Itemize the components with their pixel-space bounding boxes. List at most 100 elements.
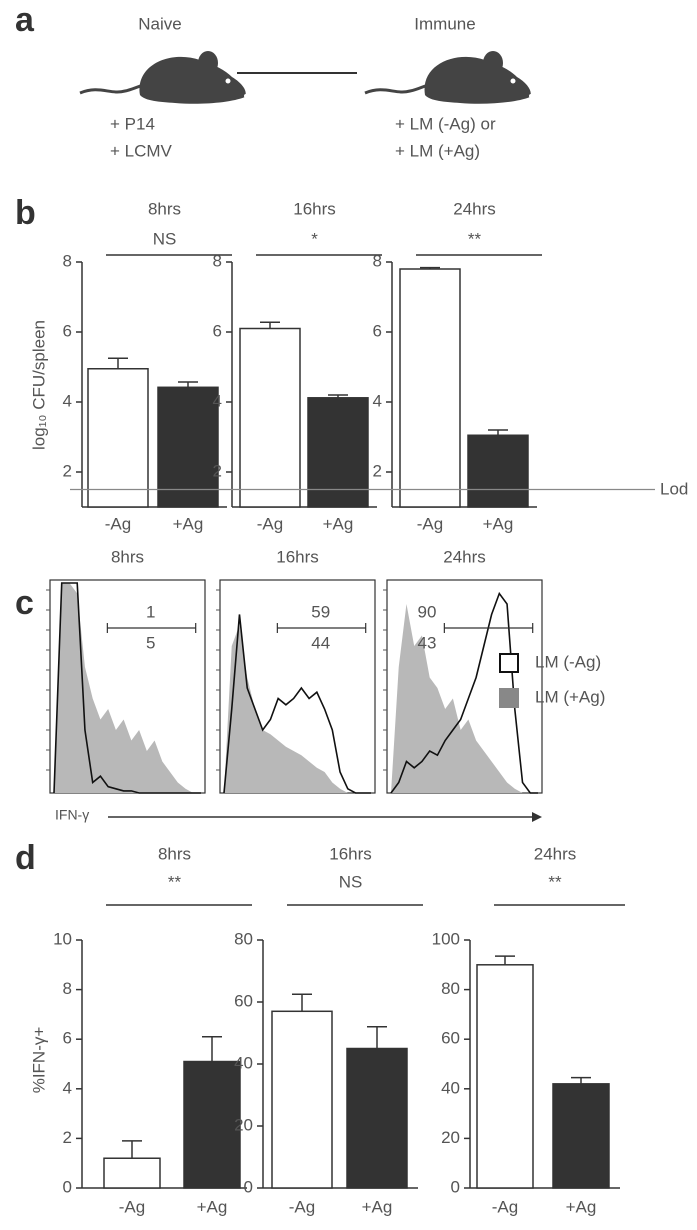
- x-tick-label: -Ag: [417, 514, 443, 533]
- bar: [399, 268, 461, 508]
- mouse-icon: [363, 49, 535, 106]
- x-tick-label: +Ag: [483, 514, 514, 533]
- chart-title: 8hrs: [111, 547, 144, 566]
- legend-swatch: [499, 653, 519, 673]
- treatment: + P14: [110, 114, 155, 133]
- bar: [346, 1047, 408, 1189]
- y-tick-label: 6: [63, 1029, 72, 1048]
- chart-title: 8hrs: [158, 844, 191, 863]
- y-tick-label: 0: [244, 1177, 253, 1196]
- histogram-line: [223, 614, 371, 794]
- x-tick-label: +Ag: [362, 1197, 393, 1216]
- y-tick-label: 100: [432, 929, 460, 948]
- y-tick-label: 8: [63, 251, 72, 270]
- panel-label: b: [15, 194, 36, 232]
- y-tick-label: 0: [63, 1177, 72, 1196]
- gate-value: 5: [146, 633, 155, 652]
- chart-title: 24hrs: [443, 547, 486, 566]
- y-axis-label: log₁₀ CFU/spleen: [29, 320, 48, 450]
- bar: [476, 964, 534, 1189]
- chart-title: 8hrs: [148, 199, 181, 218]
- chart-title: 24hrs: [534, 844, 577, 863]
- treatment: + LM (+Ag): [395, 141, 480, 160]
- y-tick-label: 40: [441, 1078, 460, 1097]
- y-tick-label: 6: [63, 321, 72, 340]
- significance: **: [468, 229, 482, 248]
- lod-label: Lod: [660, 479, 688, 498]
- y-tick-label: 20: [441, 1128, 460, 1147]
- x-tick-label: -Ag: [105, 514, 131, 533]
- bar: [271, 1010, 333, 1189]
- y-tick-label: 4: [373, 391, 382, 410]
- bar: [239, 327, 301, 508]
- x-tick-label: +Ag: [566, 1197, 597, 1216]
- histogram-area: [224, 625, 371, 793]
- histogram-line: [53, 582, 201, 794]
- chart-title: 16hrs: [276, 547, 319, 566]
- treatment: + LM (-Ag) or: [395, 114, 496, 133]
- y-tick-label: 4: [63, 391, 72, 410]
- significance: **: [548, 872, 562, 891]
- histogram-area: [54, 583, 201, 793]
- x-tick-label: -Ag: [257, 514, 283, 533]
- legend-label: LM (-Ag): [535, 652, 601, 671]
- x-tick-label: -Ag: [492, 1197, 518, 1216]
- panel-label: a: [15, 1, 35, 39]
- group-title: Naive: [138, 14, 181, 33]
- significance: NS: [339, 872, 363, 891]
- gate-value: 59: [311, 602, 330, 621]
- y-tick-label: 80: [441, 979, 460, 998]
- x-tick-label: +Ag: [173, 514, 204, 533]
- y-tick-label: 40: [234, 1053, 253, 1072]
- y-tick-label: 2: [373, 461, 382, 480]
- bar: [183, 1060, 241, 1189]
- bar: [157, 386, 219, 508]
- y-tick-label: 60: [441, 1029, 460, 1048]
- y-tick-label: 20: [234, 1115, 253, 1134]
- legend-label: LM (+Ag): [535, 687, 605, 706]
- y-tick-label: 4: [63, 1078, 72, 1097]
- panel-label: c: [15, 584, 34, 622]
- bar: [552, 1083, 610, 1189]
- y-tick-label: 10: [53, 929, 72, 948]
- legend-swatch: [499, 688, 519, 708]
- x-tick-label: -Ag: [119, 1197, 145, 1216]
- y-tick-label: 8: [213, 251, 222, 270]
- y-tick-label: 2: [213, 461, 222, 480]
- y-tick-label: 6: [213, 321, 222, 340]
- arrow-head: [532, 812, 542, 822]
- treatment: + LCMV: [110, 141, 173, 160]
- gate-value: 43: [418, 633, 437, 652]
- x-axis-label: IFN-γ: [55, 807, 89, 823]
- gate-value: 44: [311, 633, 330, 652]
- y-tick-label: 4: [213, 391, 222, 410]
- histogram-area: [391, 604, 538, 793]
- group-title: Immune: [414, 14, 475, 33]
- panel-label: d: [15, 839, 36, 877]
- mouse-icon: [78, 49, 250, 106]
- x-tick-label: +Ag: [197, 1197, 228, 1216]
- chart-title: 24hrs: [453, 199, 496, 218]
- gate-value: 1: [146, 602, 155, 621]
- y-tick-label: 8: [63, 979, 72, 998]
- y-tick-label: 80: [234, 929, 253, 948]
- y-tick-label: 6: [373, 321, 382, 340]
- significance: *: [311, 229, 318, 248]
- bar: [307, 397, 369, 508]
- y-tick-label: 0: [451, 1177, 460, 1196]
- significance: **: [168, 872, 182, 891]
- x-tick-label: +Ag: [323, 514, 354, 533]
- y-axis-label: %IFN-γ+: [29, 1027, 48, 1094]
- bar: [87, 368, 149, 508]
- bar: [103, 1157, 161, 1189]
- y-tick-label: 60: [234, 991, 253, 1010]
- x-tick-label: -Ag: [289, 1197, 315, 1216]
- chart-title: 16hrs: [329, 844, 372, 863]
- y-tick-label: 2: [63, 1128, 72, 1147]
- y-tick-label: 8: [373, 251, 382, 270]
- bar: [467, 434, 529, 508]
- chart-title: 16hrs: [293, 199, 336, 218]
- significance: NS: [153, 229, 177, 248]
